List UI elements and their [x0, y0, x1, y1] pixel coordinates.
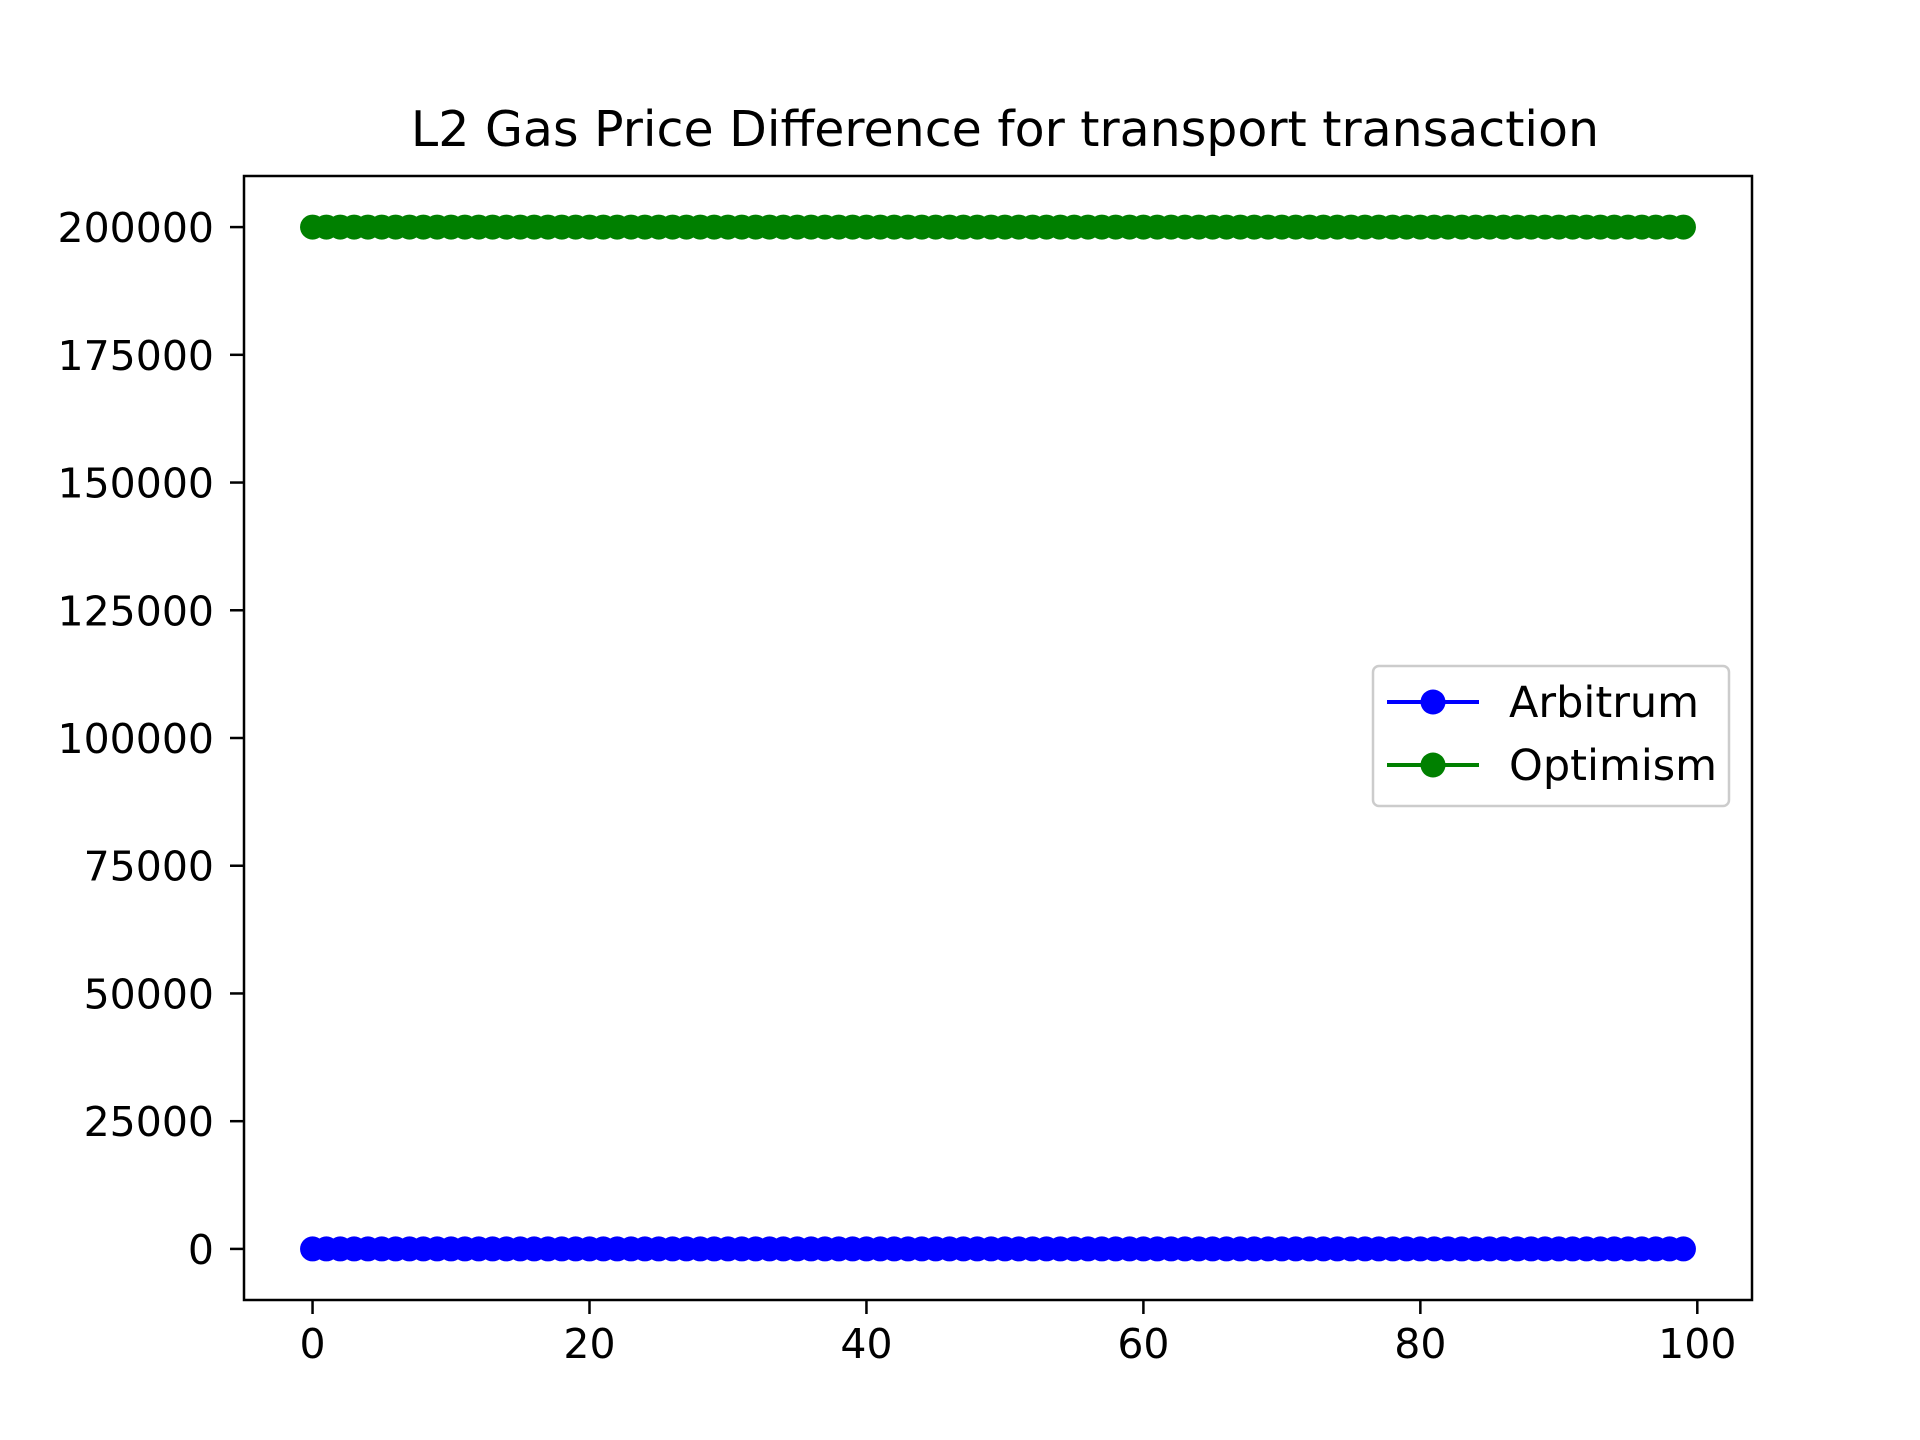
- y-tick-label: 25000: [84, 1098, 214, 1146]
- series-layer: [300, 214, 1696, 1262]
- x-tick-label: 0: [299, 1320, 325, 1368]
- data-point: [1670, 1236, 1696, 1262]
- y-tick-label: 75000: [84, 843, 214, 891]
- legend-item-arbitrum: Arbitrum: [1387, 678, 1699, 728]
- legend-label: Arbitrum: [1509, 678, 1699, 728]
- axes-layer: 0 20 40 60 80 100 0 25000 50000 75000 100000 125000…: [57, 174, 1754, 1368]
- y-tick-label: 175000: [57, 332, 214, 380]
- y-tick-label: 100000: [57, 715, 214, 763]
- y-tick-label: 150000: [57, 460, 214, 508]
- y-tick-label: 200000: [57, 204, 214, 252]
- series-arbitrum: [300, 1236, 1696, 1262]
- data-point: [1670, 214, 1696, 240]
- legend: Arbitrum Optimism: [1371, 664, 1731, 808]
- legend-label: Optimism: [1509, 741, 1717, 791]
- x-tick-label: 60: [1117, 1320, 1169, 1368]
- legend-item-optimism: Optimism: [1387, 741, 1717, 791]
- x-tick-label: 80: [1394, 1320, 1446, 1368]
- legend-marker: [1420, 752, 1446, 778]
- x-tick-label: 40: [840, 1320, 892, 1368]
- series-optimism: [300, 214, 1696, 240]
- x-tick-label: 100: [1658, 1320, 1736, 1368]
- y-tick-label: 125000: [57, 587, 214, 635]
- y-tick-label: 50000: [84, 970, 214, 1018]
- chart-title: L2 Gas Price Difference for transport tr…: [411, 101, 1599, 158]
- x-tick-label: 20: [563, 1320, 615, 1368]
- y-tick-label: 0: [188, 1226, 214, 1274]
- legend-marker: [1420, 689, 1446, 715]
